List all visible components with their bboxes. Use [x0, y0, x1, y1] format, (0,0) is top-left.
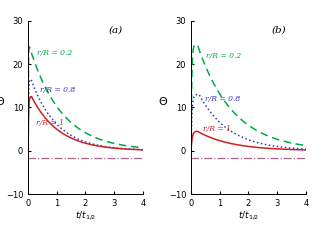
- X-axis label: $t/t_{1/2}$: $t/t_{1/2}$: [238, 209, 259, 222]
- Text: (a): (a): [108, 26, 123, 35]
- Text: r/R = 0.8: r/R = 0.8: [205, 95, 241, 103]
- Text: r/R = 0.8: r/R = 0.8: [40, 86, 76, 94]
- Y-axis label: $\Theta$: $\Theta$: [158, 95, 168, 107]
- Text: r/R = 0.2: r/R = 0.2: [206, 52, 241, 60]
- Text: r/R = 0.2: r/R = 0.2: [37, 49, 72, 58]
- Text: r/R = 1: r/R = 1: [203, 125, 231, 133]
- Text: (b): (b): [271, 26, 286, 35]
- Y-axis label: $\Theta$: $\Theta$: [0, 95, 5, 107]
- X-axis label: $t/t_{1/2}$: $t/t_{1/2}$: [75, 209, 96, 222]
- Text: r/R = 1: r/R = 1: [36, 119, 64, 127]
